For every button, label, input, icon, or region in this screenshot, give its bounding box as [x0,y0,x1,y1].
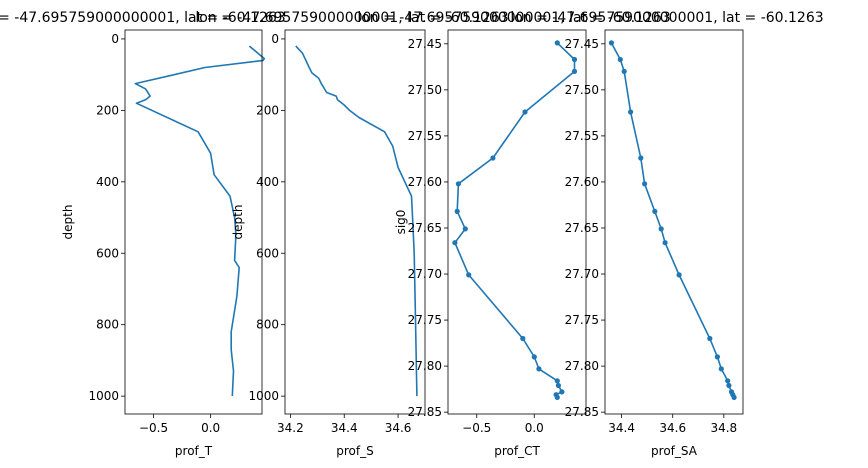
panel-4-y-tick-label: 27.50 [565,83,599,97]
panel-3-data-point [571,56,578,63]
panel-4-x-tick-label: 34.8 [710,421,737,435]
panel-2-axes-frame [284,29,426,415]
panel-2-x-tick-label: 34.2 [277,421,304,435]
panel-3-data-point [454,208,460,214]
panel-4-data-point [652,208,658,214]
panel-4-data-point [617,56,623,63]
panel-1-y-tick-label: 1000 [88,389,119,403]
panel-3-y-axis-label: sig0 [394,210,408,235]
panel-4-y-tick-label: 27.70 [565,267,599,281]
panel-2-x-axis-label: prof_S [336,444,373,458]
panel-4-data-point [707,335,713,342]
panel-3-data-point [571,68,578,74]
panel-3-y-tick-label: 27.70 [408,267,442,281]
panel-4-y-tick-label: 27.65 [565,221,599,235]
panel-2-y-tick-label: 600 [256,246,279,260]
panel-4-data-point [714,354,721,360]
panel-4-axes-frame [604,29,744,415]
panel-1-y-tick-label: 600 [96,246,119,260]
panel-3-data-point [466,272,472,278]
panel-3-y-tick-label: 27.80 [408,359,442,373]
panel-2-title: lon = -47.695759000000001, lat = -60.126… [195,10,508,26]
panel-3-data-point [555,382,562,389]
panel-3-data-point [531,354,537,360]
panel-4-y-tick-label: 27.85 [565,405,599,419]
panel-2-y-tick-label: 1000 [248,389,279,403]
panel-3-x-tick-label: −0.5 [462,421,491,435]
panel-3-y-tick-label: 27.45 [408,37,442,51]
panel-3-y-tick-label: 27.85 [408,405,442,419]
panel-4-y-tick-label: 27.80 [565,359,599,373]
panel-3-y-tick-label: 27.55 [408,129,442,143]
panel-1-x-axis-label: prof_T [175,444,213,458]
panel-3-data-point [536,366,542,372]
panel-2-y-tick-label: 0 [271,32,279,46]
panel-3-data-point [520,335,526,342]
panel-4-data-point [725,378,731,384]
panel-2-series-line [295,45,418,397]
panel-3-x-axis-label: prof_CT [494,444,540,458]
panel-2-y-tick-label: 800 [256,318,279,332]
panel-4-data-point [662,240,668,246]
panel-4-data-point [658,226,664,232]
panel-1-series-line [134,45,266,397]
panel-4-x-tick-label: 34.6 [659,421,686,435]
panel-1-x-tick-label: −0.5 [139,421,168,435]
panel-3-data-point [554,40,560,46]
panel-3-title: lon = -47.695759000000001, lat = -60.126… [357,10,670,26]
panel-1-x-tick-label: 0.0 [201,421,220,435]
panel-3-data-point [554,394,560,400]
panel-3-axes-frame [447,29,587,415]
panel-2-x-tick-label: 34.6 [385,421,412,435]
panel-2-y-tick-label: 400 [256,175,279,189]
panel-3-data-point [522,109,528,115]
panel-3-series-line [454,42,576,398]
panel-4-x-tick-label: 34.4 [608,421,635,435]
panel-3-y-tick-label: 27.50 [408,83,442,97]
panel-4-data-point [628,109,634,115]
panel-3-y-tick-label: 27.65 [408,221,442,235]
panel-3-y-tick-label: 27.75 [408,313,442,327]
panel-1-y-tick-label: 200 [96,103,119,117]
panel-2-y-axis-label: depth [231,205,245,240]
panel-1-y-axis-label: depth [61,205,75,240]
panel-4-data-point [642,181,648,187]
panel-4-y-tick-label: 27.75 [565,313,599,327]
panel-4-title: lon = -47.695759000000001, lat = -60.126… [510,10,823,26]
panel-3-x-tick-label: 0.0 [525,421,544,435]
panel-3-data-point [455,181,461,187]
panel-4-y-tick-label: 27.55 [565,129,599,143]
panel-3-data-point [452,240,458,246]
panel-3-y-tick-label: 27.60 [408,175,442,189]
panel-3-data-point [554,378,560,384]
panel-2-y-tick-label: 200 [256,103,279,117]
panel-2-x-tick-label: 34.4 [331,421,358,435]
panel-1-axes-frame [124,29,263,415]
panel-4-x-axis-label: prof_SA [651,444,698,458]
panel-3-data-point [559,389,565,395]
panel-3-data-point [462,226,468,232]
panel-4-data-point [726,382,732,389]
panel-1-y-tick-label: 0 [111,32,119,46]
panel-4-y-tick-label: 27.45 [565,37,599,51]
panel-3-data-point [490,155,496,161]
panel-1-y-tick-label: 400 [96,175,119,189]
panel-4-data-point [718,366,724,372]
panel-1-title: lon = -47.695759000000001, lat = -60.126… [0,10,286,26]
panel-1-y-tick-label: 800 [96,318,119,332]
panel-4-series-line [610,42,735,398]
panel-4-data-point [621,68,627,74]
panel-4-data-point [608,40,615,46]
panel-4-y-tick-label: 27.60 [565,175,599,189]
panel-4-data-point [676,272,682,278]
panel-4-data-point [731,394,737,400]
panel-4-data-point [638,155,644,161]
